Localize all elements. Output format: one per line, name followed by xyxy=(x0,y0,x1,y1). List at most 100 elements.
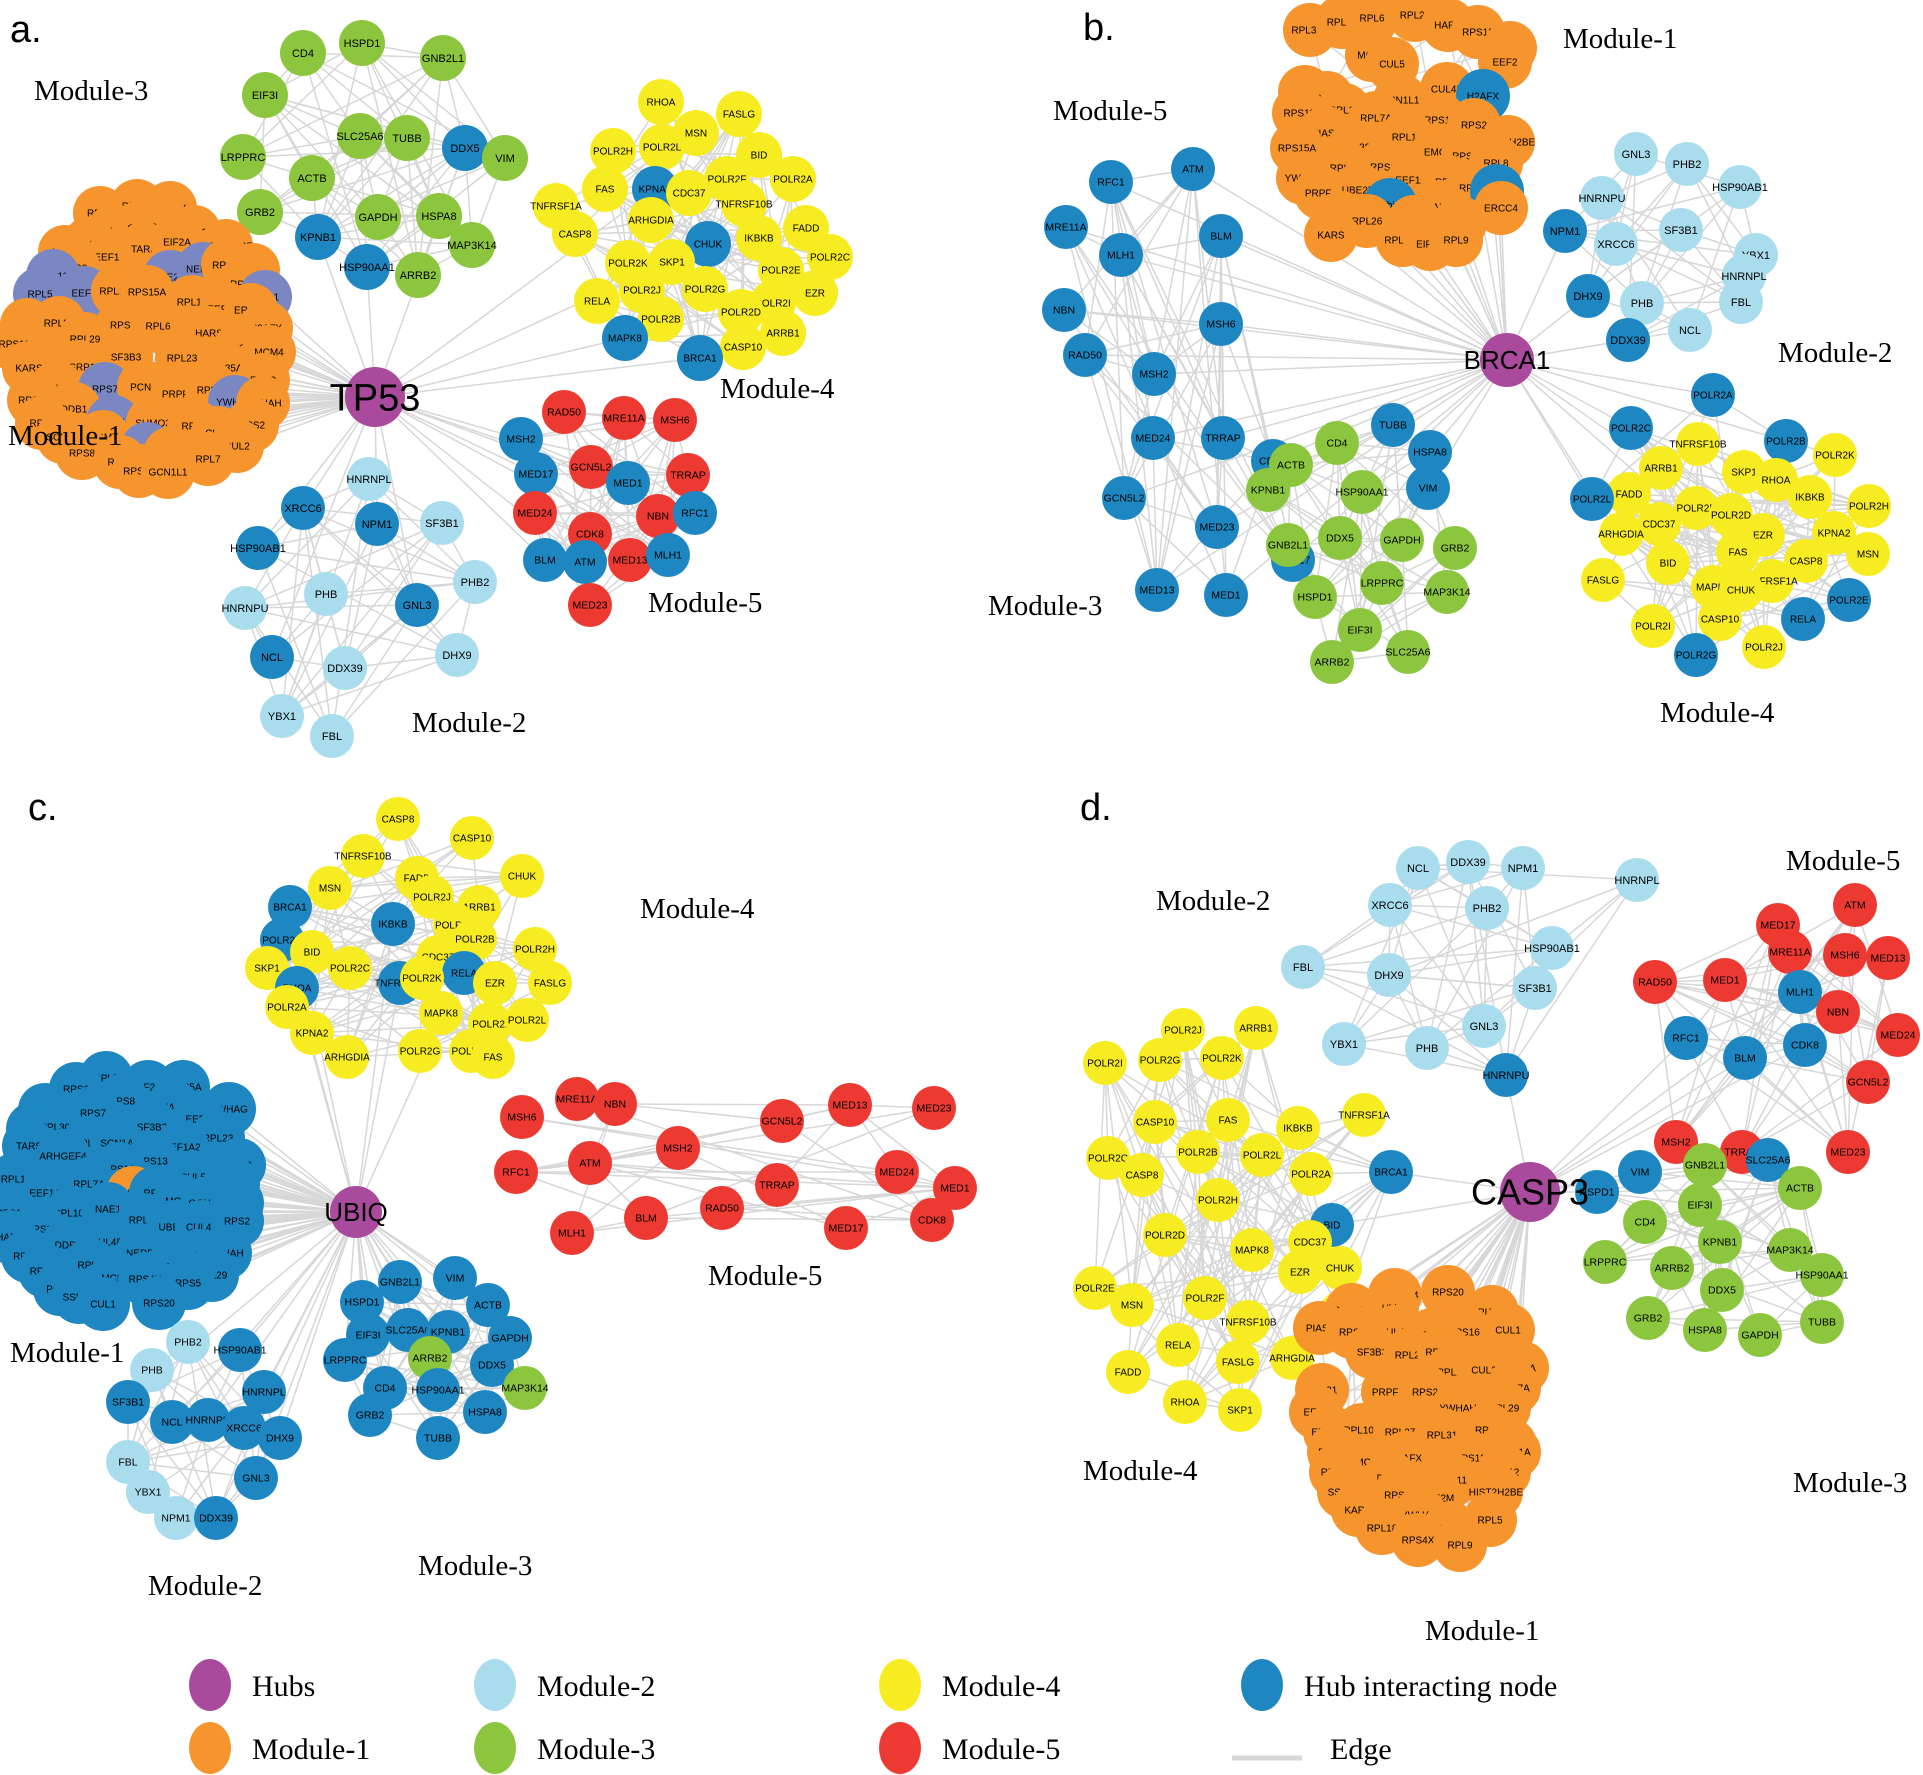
node-FASLG xyxy=(1216,1340,1260,1384)
edge xyxy=(721,1187,956,1209)
node-label: FBL xyxy=(322,731,342,743)
legend-swatch-Module-1 xyxy=(189,1722,231,1774)
node-CASP10 xyxy=(450,816,494,860)
edge xyxy=(515,1171,647,1219)
node-label: RPL35A xyxy=(1291,26,1329,37)
node-label: HSPA8 xyxy=(1688,1325,1722,1337)
module-label-Module-4: Module-4 xyxy=(1660,697,1775,729)
node-label: RPS2 xyxy=(224,1217,251,1228)
node-label: HSPD1 xyxy=(344,1297,379,1309)
legend-label: Module-5 xyxy=(942,1733,1060,1766)
node-label: SF3B1 xyxy=(1664,225,1698,237)
node-label: TRRAP xyxy=(1205,433,1241,445)
node-ARHGDIA xyxy=(628,197,674,243)
node-TRRAP xyxy=(1201,416,1245,460)
edge xyxy=(366,147,466,268)
node-label: MCM4 xyxy=(254,348,284,359)
node-label: NPM1 xyxy=(1550,226,1581,238)
node-label: RPL10A xyxy=(1384,236,1422,247)
edge xyxy=(1110,181,1155,375)
node-label: DDB1 xyxy=(61,405,88,416)
node-MLH1 xyxy=(646,533,690,577)
module-label-Module-5: Module-5 xyxy=(708,1260,822,1292)
node-label: SSRP1 xyxy=(63,363,96,374)
node-label: GCN5L2 xyxy=(762,1116,803,1128)
module-label-Module-3: Module-3 xyxy=(418,1550,532,1582)
node-label: CDK8 xyxy=(918,1215,946,1227)
node-label: MSH2 xyxy=(1139,369,1168,381)
node-label: GCN1L1 xyxy=(1381,96,1420,107)
edge xyxy=(259,147,466,213)
node-label: MED1 xyxy=(1710,975,1739,987)
edge xyxy=(344,522,443,669)
node-MSN xyxy=(1846,532,1890,576)
node-label: HNRNPU xyxy=(1578,193,1625,205)
module-label-Module-4: Module-4 xyxy=(1083,1455,1198,1487)
node-label: RPL14 xyxy=(1437,1368,1468,1379)
edge xyxy=(1799,991,1849,1153)
node-NCL xyxy=(1668,308,1712,352)
node-TUBB xyxy=(384,115,430,161)
node-label: HSPD1 xyxy=(1297,592,1332,604)
node-label: EZR xyxy=(1753,531,1773,542)
node-NBN xyxy=(1816,990,1860,1034)
node-label: TUBB xyxy=(392,133,421,145)
node-label: HSP90AA1 xyxy=(1795,1270,1848,1282)
node-POLR2D xyxy=(1709,493,1753,537)
edge xyxy=(1505,879,1638,1076)
node-HSP90AB1 xyxy=(1530,926,1574,970)
node-TRRAP xyxy=(755,1163,799,1207)
node-label: DHX9 xyxy=(266,1433,294,1445)
node-label: POLR2H xyxy=(1849,502,1889,513)
node-label: MED1 xyxy=(940,1183,969,1195)
node-label: RPL7 xyxy=(93,1074,118,1085)
node-MSN xyxy=(308,866,352,910)
node-POLR2B xyxy=(1176,1130,1220,1174)
edge xyxy=(1604,1249,1791,1263)
node-label: RPL26 xyxy=(1352,217,1383,228)
edge xyxy=(317,157,506,238)
node-label: RHOA xyxy=(1171,1398,1200,1409)
node-label: MLH1 xyxy=(1786,987,1814,999)
node-label: MED13 xyxy=(832,1100,867,1112)
hub-edge xyxy=(374,396,546,561)
node-GRB2 xyxy=(237,189,283,235)
node-label: ATM xyxy=(1182,164,1203,176)
node-POLR2F xyxy=(1183,1276,1227,1320)
node-label: SKP1 xyxy=(1227,1406,1253,1417)
node-label: PIAS1 xyxy=(159,1103,188,1114)
node-ARRB1 xyxy=(1639,446,1683,490)
node-MED1 xyxy=(1204,573,1248,617)
node-POLR2C xyxy=(807,234,853,280)
node-label: MRE11A xyxy=(556,1094,597,1106)
module-label-Module-5: Module-5 xyxy=(1053,95,1167,127)
node-label: POLR2L xyxy=(643,143,682,154)
node-label: BRCA1 xyxy=(1374,1168,1408,1179)
node-DDX5 xyxy=(470,1343,514,1387)
edge xyxy=(1220,323,1274,462)
hub-label-BRCA1: BRCA1 xyxy=(1464,345,1551,375)
node-ATM xyxy=(568,1141,612,1185)
node-label: RPL29 xyxy=(70,335,101,346)
node-label: POLR2J xyxy=(623,286,661,297)
node-label: PRPF3 xyxy=(1305,189,1338,200)
edge xyxy=(1141,1174,1239,1363)
node-label: CHUK xyxy=(1727,586,1756,597)
node-TNFRSF10B xyxy=(1226,1300,1270,1344)
node-label: PHB2 xyxy=(1473,903,1502,915)
node-DHX9 xyxy=(435,633,479,677)
edge xyxy=(1123,323,1222,499)
node-label: FAS xyxy=(596,185,615,196)
node-label: HNRNPL xyxy=(1614,875,1659,887)
edge xyxy=(1388,974,1536,989)
node-ATM xyxy=(563,540,607,584)
node-MLH1 xyxy=(1099,233,1143,277)
node-GRB2 xyxy=(1433,526,1477,570)
node-TNFRSF10B xyxy=(1676,422,1720,466)
node-BLM xyxy=(1723,1036,1767,1080)
node-label: CDK8 xyxy=(1791,1040,1819,1052)
edge xyxy=(849,1104,956,1189)
node-LRPPRC xyxy=(1360,561,1404,605)
node-label: SLC25A6 xyxy=(1746,1155,1791,1167)
node-RFC1 xyxy=(1664,1016,1708,1060)
